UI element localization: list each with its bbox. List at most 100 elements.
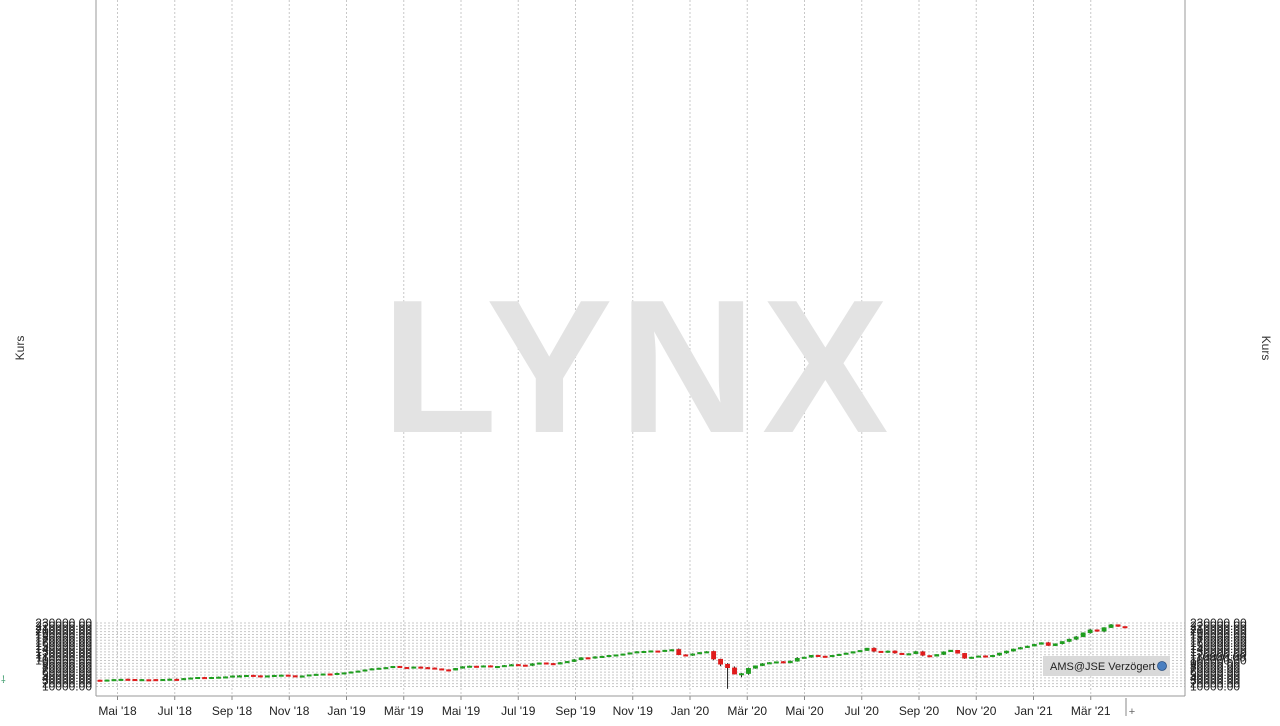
scroll-marker[interactable]: + <box>1125 698 1135 718</box>
candle-up <box>160 679 166 682</box>
x-tick-label: Mai '19 <box>442 704 481 718</box>
candles <box>97 624 1128 689</box>
x-tick-label: Nov '18 <box>269 704 310 718</box>
candle-up <box>990 655 995 658</box>
candle-up <box>341 672 347 675</box>
candle-up <box>913 651 919 654</box>
candle-down <box>1122 626 1128 629</box>
y-tick-label-left: 20000.00 <box>42 677 92 691</box>
y-tick-label-left: 50000.00 <box>42 668 92 682</box>
y-tick-label-left: 100000.00 <box>35 654 92 668</box>
candle-down <box>446 669 452 672</box>
candle-down <box>732 667 737 675</box>
candle-up <box>760 663 765 666</box>
y-tick-label-left: 220000.00 <box>35 619 92 633</box>
lynx-watermark: LYNX <box>381 261 894 473</box>
candle-up <box>230 675 235 678</box>
candle-up <box>1038 642 1044 645</box>
candle-up <box>787 660 793 664</box>
x-tick-label: Jan '21 <box>1014 704 1053 718</box>
candle-up <box>320 673 326 676</box>
x-tick-label: Sep '19 <box>555 704 596 718</box>
candle-down <box>1094 629 1100 632</box>
candle-down <box>432 667 438 670</box>
candle-down <box>174 678 180 681</box>
candle-down <box>815 654 821 657</box>
y-tick-label-right: 60000.00 <box>1190 665 1240 679</box>
candle-up <box>997 652 1002 656</box>
candle-up <box>1011 648 1016 652</box>
candle-up <box>1101 627 1107 632</box>
y-tick-label-left: 110000.00 <box>36 651 92 665</box>
candle-down <box>718 658 723 665</box>
x-tick-label: Jan '20 <box>671 704 710 718</box>
y-tick-label-right: 50000.00 <box>1190 668 1240 682</box>
candle-down <box>257 675 263 678</box>
candle-up <box>209 677 214 680</box>
plus-icon[interactable]: + <box>1129 706 1135 718</box>
candle-up <box>564 661 570 664</box>
candle-up <box>885 650 891 653</box>
y-tick-label-right: 170000.00 <box>1190 633 1247 647</box>
candle-up <box>334 672 340 675</box>
x-tick-label: Nov '19 <box>613 704 654 718</box>
candle-up <box>216 676 221 679</box>
candle-up <box>753 665 758 669</box>
candle-up <box>801 656 807 659</box>
candle-up <box>481 665 486 668</box>
candle-up <box>794 657 800 662</box>
y-tick-label-left: 90000.00 <box>42 656 92 670</box>
candle-down <box>292 675 298 678</box>
candle-up <box>383 667 389 670</box>
y-tick-label-right: 230000.00 <box>1190 616 1247 630</box>
candle-up <box>355 670 361 673</box>
y-tick-label-right: 70000.00 <box>1190 662 1240 676</box>
candle-up <box>850 651 856 654</box>
candle-up <box>829 655 835 658</box>
x-tick-label: Mai '18 <box>98 704 137 718</box>
candle-up <box>495 666 500 669</box>
y-tick-label-right: 30000.00 <box>1190 674 1240 688</box>
candle-up <box>857 650 863 653</box>
y-tick-label-left: 120000.00 <box>35 648 92 662</box>
y-tick-label-right: 180000.00 <box>1190 630 1247 644</box>
y-tick-label-left: 60000.00 <box>42 665 92 679</box>
y-tick-label-left: 190000.00 <box>35 628 92 642</box>
candle-down <box>285 674 291 677</box>
candle-down <box>522 664 528 667</box>
candle-down <box>125 678 131 681</box>
y-axis-label-right: Kurs <box>1259 336 1273 361</box>
candle-up <box>369 668 375 671</box>
left-edge-marks: ⸸ <box>1 675 6 686</box>
y-tick-label-right: 110000.00 <box>1190 651 1246 665</box>
candle-up <box>362 669 368 672</box>
candle-up <box>613 654 619 657</box>
candle-up <box>264 675 270 678</box>
candle-down <box>962 653 968 659</box>
candle-up <box>508 664 514 667</box>
candle-up <box>864 647 870 651</box>
y-tick-label-right: 10000.00 <box>1190 680 1240 694</box>
candle-down <box>822 655 828 658</box>
x-tick-label: Mär '19 <box>384 704 424 718</box>
candle-up <box>181 678 187 681</box>
candle-up <box>1066 638 1072 642</box>
candle-down <box>543 662 549 665</box>
candle-up <box>467 665 472 668</box>
y-tick-label-left: 70000.00 <box>42 662 92 676</box>
candle-up <box>529 663 535 666</box>
y-tick-label-right: 120000.00 <box>1190 648 1247 662</box>
candle-down <box>780 661 786 664</box>
candle-up <box>739 673 744 676</box>
y-tick-label-right: 160000.00 <box>1190 636 1247 650</box>
candle-down <box>1115 624 1121 627</box>
grid-lines <box>96 0 1185 700</box>
axes <box>95 0 1186 697</box>
candle-up <box>118 678 124 681</box>
candle-down <box>711 651 717 660</box>
candle-up <box>662 649 668 652</box>
y-tick-label-left: 160000.00 <box>35 636 92 650</box>
candle-down <box>955 650 961 654</box>
candle-up <box>808 655 814 658</box>
candle-down <box>1045 642 1051 646</box>
